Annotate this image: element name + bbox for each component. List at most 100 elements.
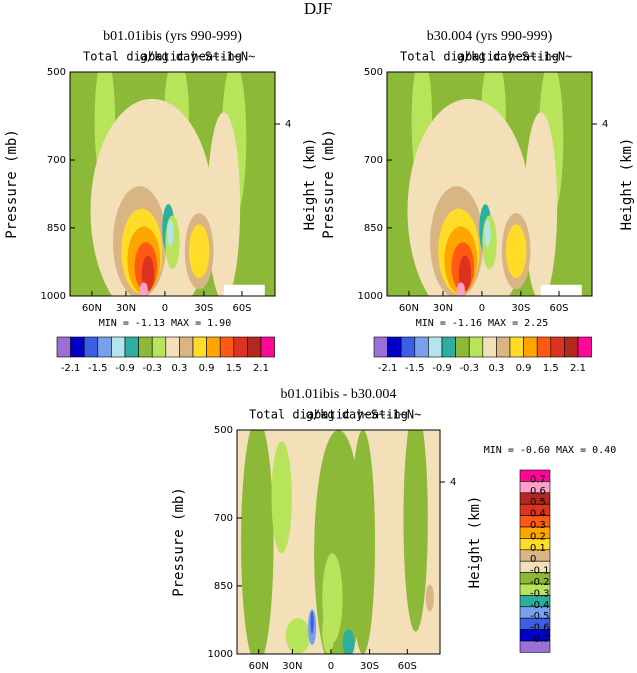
colorbar-label: -1.5	[405, 363, 425, 374]
x-tick-label: 0	[479, 303, 485, 314]
colorbar-box	[70, 336, 85, 358]
x-tick-label: 30N	[116, 303, 136, 314]
y-tick-label: 850	[47, 223, 66, 234]
y-tick-label: 850	[364, 223, 383, 234]
y-tick-label: 700	[214, 513, 233, 524]
colorbar-box	[468, 336, 484, 358]
x-tick-label: 0	[328, 661, 334, 672]
y-axis-label: Pressure (mb)	[321, 129, 337, 239]
colorbar-box	[496, 336, 511, 358]
colorbar-box	[387, 336, 402, 358]
stats: MIN = -1.13 MAX = 1.90	[99, 318, 231, 329]
panel-units: g/kg day~S~-1~N~	[140, 50, 256, 64]
panel-title: b01.01ibis (yrs 990-999)	[103, 29, 242, 44]
y-tick-label: 850	[214, 581, 233, 592]
x-tick-label: 60N	[82, 303, 102, 314]
colorbar-label: 0.9	[199, 363, 215, 374]
colorbar-label: 0.4	[530, 509, 546, 520]
y2-axis-label: Height (km)	[619, 138, 635, 231]
colorbar-box	[165, 336, 180, 358]
colorbar-box	[233, 336, 248, 358]
contour-region	[342, 629, 355, 654]
panel-subtitle: Total diabatic heating	[400, 50, 559, 64]
colorbar-label: -0.3	[459, 363, 479, 374]
colorbar-label: -1.5	[88, 363, 108, 374]
colorbar-label: -2.1	[61, 363, 81, 374]
colorbar-box	[83, 336, 99, 358]
panel-subtitle: Total diabatic heating	[249, 408, 408, 422]
contour-region	[425, 584, 434, 612]
x-tick-label: 0	[162, 303, 168, 314]
colorbar-box	[577, 336, 592, 358]
colorbar-label: 0.7	[530, 474, 546, 485]
contour-region	[484, 219, 491, 247]
y-axis-label: Pressure (mb)	[171, 487, 187, 597]
colorbar-box	[414, 336, 429, 358]
plot-frame	[69, 71, 276, 297]
x-tick-label: 60S	[232, 303, 251, 314]
plot-frame	[386, 71, 593, 297]
x-tick-label: 30S	[511, 303, 530, 314]
colorbar-label: 0.3	[488, 363, 504, 374]
contour-region	[139, 282, 148, 296]
panel-title: b30.004 (yrs 990-999)	[427, 29, 553, 44]
y2-tick-label: 4	[602, 119, 608, 130]
colorbar-label: 0.2	[530, 531, 546, 542]
colorbar-label: -0.2	[530, 577, 550, 588]
contour-region	[241, 430, 274, 654]
colorbar-label: 2.1	[570, 363, 586, 374]
colorbar-box	[192, 336, 207, 358]
stats: MIN = -0.60 MAX = 0.40	[484, 445, 616, 456]
colorbar-box	[564, 336, 579, 358]
colorbar-label: 1.5	[226, 363, 242, 374]
x-tick-label: 30S	[360, 661, 379, 672]
colorbar-box	[536, 336, 552, 358]
colorbar-label: 0	[530, 554, 536, 565]
contour-region	[141, 255, 155, 292]
contour-region	[505, 224, 527, 279]
colorbar-box	[56, 336, 71, 358]
missing	[223, 284, 265, 296]
colorbar-box	[260, 336, 275, 358]
contour-region	[458, 255, 472, 292]
colorbar-box	[482, 336, 497, 358]
colorbar-box	[138, 336, 153, 358]
contour-region	[207, 112, 241, 296]
x-tick-label: 30N	[433, 303, 453, 314]
contour-field	[387, 72, 592, 296]
y2-axis-label: Height (km)	[302, 138, 318, 231]
colorbar-box	[523, 336, 538, 358]
contour-region	[271, 441, 292, 554]
plot-frame	[236, 429, 441, 655]
colorbar-label: -2.1	[378, 363, 398, 374]
panel-subtitle: Total diabatic heating	[83, 50, 242, 64]
contour-region	[403, 430, 428, 632]
colorbar-box	[509, 336, 524, 358]
contour-region	[188, 224, 210, 279]
panel-units: g/kg day~S~-1~N~	[457, 50, 573, 64]
colorbar-box	[124, 336, 139, 358]
contour-region	[285, 618, 311, 654]
colorbar-label: -0.9	[115, 363, 135, 374]
contour-region	[350, 430, 376, 654]
x-tick-label: 30S	[194, 303, 213, 314]
colorbar-box	[519, 640, 551, 653]
colorbar-label: 2.1	[253, 363, 269, 374]
contour-region	[167, 219, 174, 247]
y-tick-label: 1000	[208, 649, 233, 660]
colorbar-label: -0.6	[530, 623, 550, 634]
x-tick-label: 60S	[549, 303, 568, 314]
colorbar-label: 0.1	[530, 543, 546, 554]
contour-region	[310, 611, 314, 634]
colorbar-label: 0.9	[516, 363, 532, 374]
figure-title: DJF	[304, 0, 332, 18]
colorbar-label: -0.7	[530, 634, 550, 645]
y2-tick-label: 4	[285, 119, 291, 130]
colorbar-label: 0.3	[171, 363, 187, 374]
colorbar-label: -0.1	[530, 566, 550, 577]
colorbar-label: -0.4	[530, 600, 550, 611]
colorbar-label: -0.9	[432, 363, 452, 374]
panel-units: g/kg day~S~-1~N~	[306, 408, 422, 422]
colorbar-box	[247, 336, 262, 358]
